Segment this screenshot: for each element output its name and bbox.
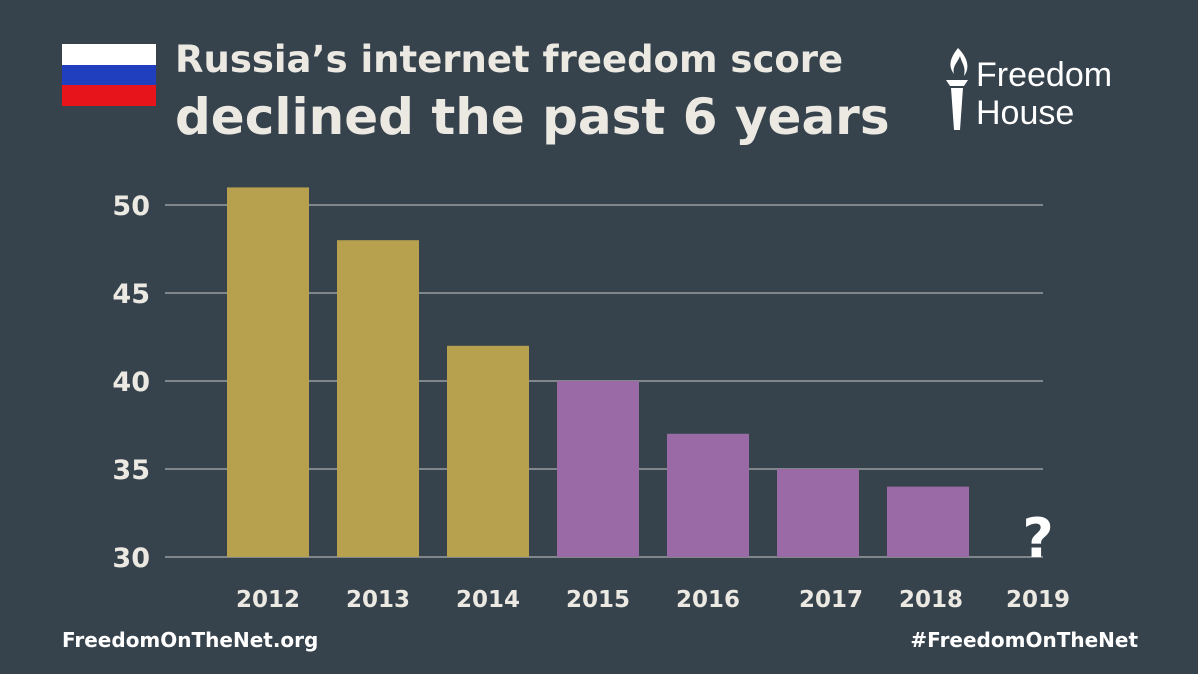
russia-flag-icon: [62, 44, 156, 106]
freedom-house-logo: Freedom House: [940, 46, 1140, 138]
bar-2016: [667, 433, 749, 557]
x-axis-ticks: 2012 2013 2014 2015 2016 2017 2018 2019: [236, 587, 1070, 613]
footer-hashtag: #FreedomOnTheNet: [910, 628, 1138, 652]
flag-stripe-blue: [62, 64, 156, 86]
bar-2014: [447, 345, 529, 557]
flag-stripe-white: [62, 44, 156, 65]
x-tick-label: 2012: [236, 587, 300, 613]
x-tick-label: 2017: [799, 587, 863, 613]
bar-2015: [557, 381, 639, 557]
y-tick-label: 30: [112, 543, 150, 574]
x-tick-label: 2014: [456, 587, 520, 613]
y-tick-label: 45: [112, 279, 150, 310]
x-tick-label: 2015: [566, 587, 630, 613]
bar-2018: [887, 486, 969, 557]
flag-stripe-red: [62, 85, 156, 106]
logo-text-line1: Freedom: [976, 56, 1113, 94]
x-tick-label: 2019: [1006, 587, 1070, 613]
x-tick-label: 2018: [899, 587, 963, 613]
y-tick-label: 40: [112, 367, 150, 398]
footer-website: FreedomOnTheNet.org: [62, 628, 319, 652]
bar-2012: [227, 187, 309, 557]
x-tick-label: 2016: [676, 587, 740, 613]
missing-value-marker: ?: [1022, 507, 1053, 570]
torch-icon: [946, 48, 968, 130]
y-axis-ticks: 30 35 40 45 50: [112, 191, 150, 574]
y-tick-label: 50: [112, 191, 150, 222]
x-tick-label: 2013: [346, 587, 410, 613]
logo-text-line2: House: [976, 94, 1075, 132]
y-tick-label: 35: [112, 455, 150, 486]
bar-2017: [777, 469, 859, 557]
bars: ?: [227, 187, 1054, 570]
chart-title-line2: declined the past 6 years: [175, 88, 890, 146]
chart-title-line1: Russia’s internet freedom score: [175, 38, 844, 81]
bar-2013: [337, 240, 419, 557]
